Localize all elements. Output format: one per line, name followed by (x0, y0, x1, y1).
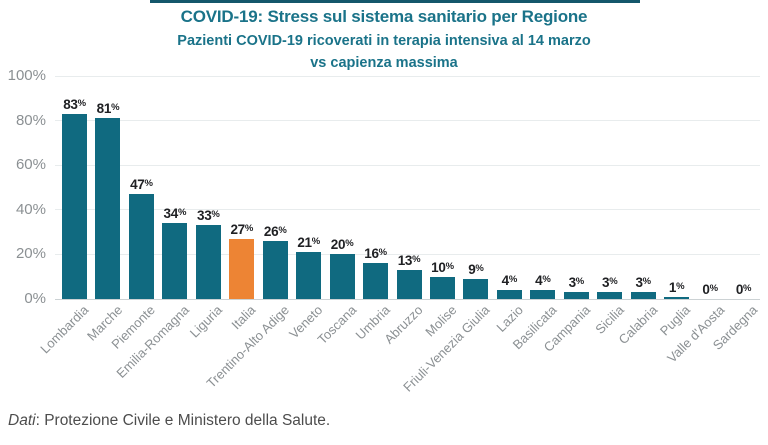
bar-abruzzo (396, 270, 422, 299)
chart-title: COVID-19: Stress sul sistema sanitario p… (180, 7, 588, 26)
bar-value-label-friuli-venezia-giulia: 9% (468, 261, 484, 277)
bar-value-label-marche: 81% (96, 101, 120, 117)
gridline (55, 75, 760, 77)
gridline (55, 164, 760, 166)
bar-trentino-alto-adige (262, 241, 288, 299)
bar-value-label-umbria: 16% (364, 246, 387, 262)
bar-liguria (195, 225, 221, 299)
bar-lazio (496, 290, 522, 299)
bar-sicilia (597, 292, 623, 299)
bar-value-label-sardegna: 0% (735, 282, 752, 297)
bar-value-label-veneto: 21% (297, 235, 320, 251)
data-source-note: Dati: Protezione Civile e Ministero dell… (8, 412, 330, 430)
bar-value-label-sicilia: 3% (602, 275, 618, 291)
bar-value-label-puglia: 1% (668, 279, 685, 295)
y-axis-tick-label: 20% (15, 245, 46, 263)
bar-value-label-emilia-romagna: 34% (163, 206, 187, 222)
bar-puglia (664, 296, 690, 299)
bar-marche (95, 118, 121, 299)
source-text: : Protezione Civile e Ministero della Sa… (35, 412, 331, 429)
chart-subtitle-line2: vs capienza massima (310, 55, 458, 71)
y-axis-tick-label: 40% (15, 200, 46, 218)
top-decorative-strip (150, 0, 640, 3)
bar-value-label-italia: 27% (230, 221, 254, 237)
gridline (55, 120, 760, 122)
bar-emilia-romagna (162, 223, 188, 299)
source-label: Dati (8, 412, 36, 429)
bar-calabria (630, 292, 656, 299)
bar-italia (229, 238, 255, 299)
bar-friuli-venezia-giulia (463, 278, 489, 299)
bar-value-label-calabria: 3% (635, 275, 651, 291)
bar-value-label-lombardia: 83% (63, 96, 86, 112)
bar-veneto (296, 252, 322, 299)
bar-piemonte (128, 194, 154, 299)
bar-basilicata (530, 290, 556, 299)
bar-value-label-trentino-alto-adige: 26% (263, 224, 287, 240)
y-axis-tick-label: 60% (15, 156, 46, 174)
x-axis-baseline (55, 298, 760, 300)
bar-value-label-valle-d-aosta: 0% (702, 282, 718, 297)
bar-value-label-piemonte: 47% (130, 177, 153, 193)
bar-value-label-liguria: 33% (197, 208, 220, 224)
bar-value-label-campania: 3% (568, 275, 585, 291)
bar-value-label-lazio: 4% (501, 273, 518, 289)
y-axis-tick-label: 100% (7, 67, 46, 84)
y-axis-tick-label: 0% (24, 290, 46, 307)
y-axis-tick-label: 80% (15, 111, 46, 129)
bar-value-label-toscana: 20% (330, 237, 354, 253)
bar-campania (563, 292, 589, 299)
x-axis-category-label-lombardia: Lombardia (37, 302, 92, 357)
chart-subtitle-line1: Pazienti COVID-19 ricoverati in terapia … (177, 33, 591, 49)
gridline (55, 253, 760, 255)
bar-molise (429, 276, 455, 299)
gridline (55, 209, 760, 211)
bar-value-label-basilicata: 4% (535, 273, 551, 289)
bar-value-label-abruzzo: 13% (397, 253, 421, 268)
bar-toscana (329, 254, 355, 299)
x-axis-category-label-liguria: Liguria (187, 302, 226, 341)
bar-umbria (363, 263, 389, 299)
bar-value-label-molise: 10% (431, 259, 454, 275)
bar-lombardia (62, 113, 87, 299)
